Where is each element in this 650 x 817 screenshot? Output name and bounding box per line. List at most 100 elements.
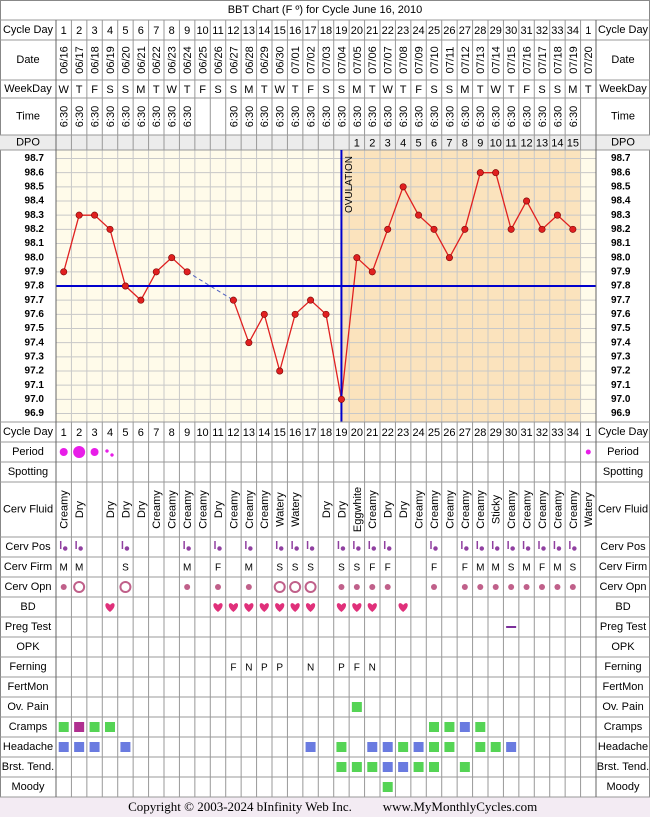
row-label: Cycle Day (3, 24, 54, 36)
time: 6:30 (321, 106, 333, 127)
y-tick-label: 98.5 (25, 181, 45, 192)
ovulation-label: OVULATION (344, 156, 355, 213)
cycle-day: 7 (153, 25, 159, 37)
letter-mark: M (553, 563, 561, 574)
row-label: OPK (611, 641, 635, 653)
cerv-pos-mark (306, 541, 315, 551)
temperature-point (384, 225, 392, 233)
cerv-fluid: Creamy (167, 490, 179, 529)
y-tick-label: 97.7 (25, 295, 45, 306)
row-label: Ferning (604, 661, 641, 673)
bd-mark (352, 603, 362, 612)
cycle-day: 1 (61, 25, 67, 37)
row-label: Ov. Pain (7, 701, 48, 713)
date: 07/14 (491, 46, 503, 74)
dpo: 10 (490, 137, 502, 149)
cerv-pos-mark (275, 541, 284, 551)
date: 06/21 (136, 46, 148, 74)
weekday: M (244, 84, 253, 96)
cerv-pos-mark (522, 541, 531, 551)
symptom-mark (382, 762, 393, 772)
temperature-point (353, 254, 361, 262)
date: 06/24 (182, 46, 194, 74)
cycle-day: 32 (536, 427, 548, 439)
temperature-point (553, 211, 561, 219)
cycle-day: 30 (505, 25, 517, 37)
cerv-fluid: Eggwhite (352, 487, 364, 532)
row-label: Headache (598, 741, 648, 753)
row-label: Cerv Opn (4, 581, 51, 593)
cerv-fluid: Dry (383, 500, 395, 518)
cerv-fluid: Dry (398, 500, 410, 518)
letter-mark: F (354, 663, 360, 674)
date: 07/06 (367, 46, 379, 74)
cerv-fluid: Dry (136, 500, 148, 518)
cycle-day: 9 (184, 25, 190, 37)
y-tick-label: 98.2 (25, 224, 45, 235)
cerv-fluid: Creamy (460, 490, 472, 529)
temperature-point (60, 268, 68, 276)
row-label: Cycle Day (3, 426, 54, 438)
cycle-day: 28 (474, 427, 486, 439)
cycle-day: 15 (274, 25, 286, 37)
temperature-point (168, 254, 176, 262)
weekday: F (523, 84, 530, 96)
weekday: S (446, 84, 453, 96)
period-mark (59, 448, 68, 456)
row-label: BD (615, 601, 630, 613)
row-label: Date (611, 54, 634, 66)
cycle-day: 33 (551, 25, 563, 37)
cycle-day: 4 (107, 427, 113, 439)
date: 07/01 (290, 46, 302, 74)
time: 6:30 (136, 106, 148, 127)
row-label: Spotting (603, 466, 643, 478)
y-tick-label: 98.0 (25, 252, 45, 263)
date: 07/07 (383, 46, 395, 74)
y-tick-label: 97.3 (25, 351, 45, 362)
letter-mark: F (431, 563, 437, 574)
cerv-pos-mark (569, 541, 577, 551)
temperature-point (152, 268, 160, 276)
cerv-opn-mark (477, 584, 484, 590)
symptom-mark (398, 742, 409, 752)
time: 6:30 (275, 106, 287, 127)
symptom-mark (444, 722, 455, 732)
dpo: 4 (400, 137, 406, 149)
cerv-pos-mark (353, 541, 361, 551)
cerv-opn-mark (338, 584, 345, 590)
date: 07/13 (475, 46, 487, 74)
date: 06/28 (244, 46, 256, 74)
cerv-fluid: Creamy (475, 490, 487, 529)
cycle-day: 23 (397, 427, 409, 439)
date: 07/08 (398, 46, 410, 74)
letter-mark: M (476, 563, 484, 574)
time: 6:30 (89, 106, 101, 127)
time: 6:30 (105, 106, 117, 127)
row-label: Ov. Pain (602, 701, 643, 713)
y-tick-label: 98.4 (25, 196, 45, 207)
cycle-day: 22 (382, 25, 394, 37)
bd-mark (244, 603, 254, 612)
dpo: 1 (354, 137, 360, 149)
cycle-day: 7 (153, 427, 159, 439)
weekday: M (136, 84, 145, 96)
cerv-fluid: Creamy (151, 490, 163, 529)
cerv-fluid: Creamy (197, 490, 209, 529)
weekday: T (585, 84, 592, 96)
date: 07/16 (521, 46, 533, 74)
letter-mark: S (570, 563, 577, 574)
weekday: S (322, 84, 329, 96)
cerv-opn-mark (73, 581, 86, 593)
weekday: S (554, 84, 561, 96)
symptom-mark (459, 722, 470, 732)
time: 6:30 (429, 106, 441, 127)
cycle-day: 1 (585, 427, 591, 439)
temperature-point (415, 211, 423, 219)
y-tick-label: 98.1 (25, 238, 45, 249)
row-label: Brst. Tend. (2, 761, 54, 773)
letter-mark: M (183, 563, 191, 574)
cycle-day: 30 (505, 427, 517, 439)
cerv-opn-mark (554, 584, 561, 590)
symptom-mark (336, 742, 347, 752)
temperature-point (476, 169, 484, 177)
